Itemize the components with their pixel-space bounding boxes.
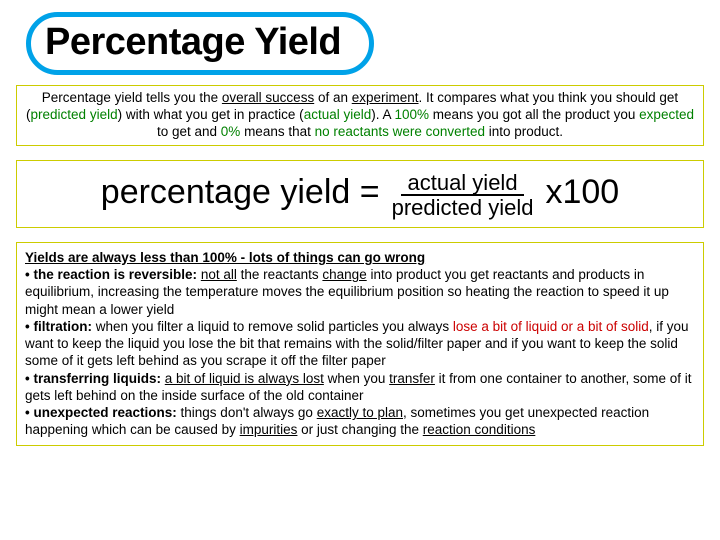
t: or just changing the xyxy=(297,422,422,437)
bullet-filtration: • filtration: when you filter a liquid t… xyxy=(25,318,695,370)
title-pill: Percentage Yield xyxy=(26,12,374,75)
bullet-unexpected: • unexpected reactions: things don't alw… xyxy=(25,404,695,439)
t: impurities xyxy=(240,422,298,437)
t: overall success xyxy=(222,90,314,105)
intro-box: Percentage yield tells you the overall s… xyxy=(16,85,704,146)
t: not all xyxy=(201,267,237,282)
t: Percentage yield tells you the xyxy=(42,90,222,105)
notes-heading: Yields are always less than 100% - lots … xyxy=(25,249,695,266)
t: the reactants xyxy=(237,267,323,282)
bullet-label: • unexpected reactions: xyxy=(25,405,177,420)
fraction-denominator: predicted yield xyxy=(386,196,540,219)
fraction-numerator: actual yield xyxy=(401,171,523,196)
t: means that xyxy=(240,124,314,139)
t: predicted yield xyxy=(31,107,118,122)
t: of an xyxy=(314,90,352,105)
t: change xyxy=(322,267,366,282)
bullet-label: • the reaction is reversible: xyxy=(25,267,197,282)
formula: percentage yield = actual yield predicte… xyxy=(101,169,619,217)
notes-box: Yields are always less than 100% - lots … xyxy=(16,242,704,446)
t: ). A xyxy=(371,107,394,122)
page-title: Percentage Yield xyxy=(45,21,341,63)
t: 100% xyxy=(395,107,430,122)
t: no reactants were converted xyxy=(315,124,485,139)
t: transfer xyxy=(389,371,435,386)
t: 0% xyxy=(221,124,241,139)
t: things don't always go xyxy=(177,405,317,420)
t: a bit of liquid is always lost xyxy=(165,371,324,386)
t: exactly to plan xyxy=(317,405,403,420)
t: expected xyxy=(639,107,694,122)
bullet-label: • transferring liquids: xyxy=(25,371,161,386)
t: actual yield xyxy=(304,107,372,122)
t: when you xyxy=(324,371,389,386)
t: into product. xyxy=(485,124,563,139)
bullet-transferring: • transferring liquids: a bit of liquid … xyxy=(25,370,695,405)
t: lose a bit of liquid or a bit of solid xyxy=(453,319,649,334)
formula-fraction: actual yield predicted yield xyxy=(386,171,540,219)
t: when you filter a liquid to remove solid… xyxy=(92,319,453,334)
t: means you got all the product you xyxy=(429,107,639,122)
formula-lhs: percentage yield = xyxy=(101,173,380,212)
t: to get and xyxy=(157,124,221,139)
bullet-reversible: • the reaction is reversible: not all th… xyxy=(25,266,695,318)
t: experiment xyxy=(352,90,419,105)
t: ) with what you get in practice ( xyxy=(118,107,304,122)
t: reaction conditions xyxy=(423,422,536,437)
formula-rhs: x100 xyxy=(545,173,619,212)
bullet-label: • filtration: xyxy=(25,319,92,334)
formula-box: percentage yield = actual yield predicte… xyxy=(16,160,704,228)
intro-text: Percentage yield tells you the overall s… xyxy=(26,90,694,139)
